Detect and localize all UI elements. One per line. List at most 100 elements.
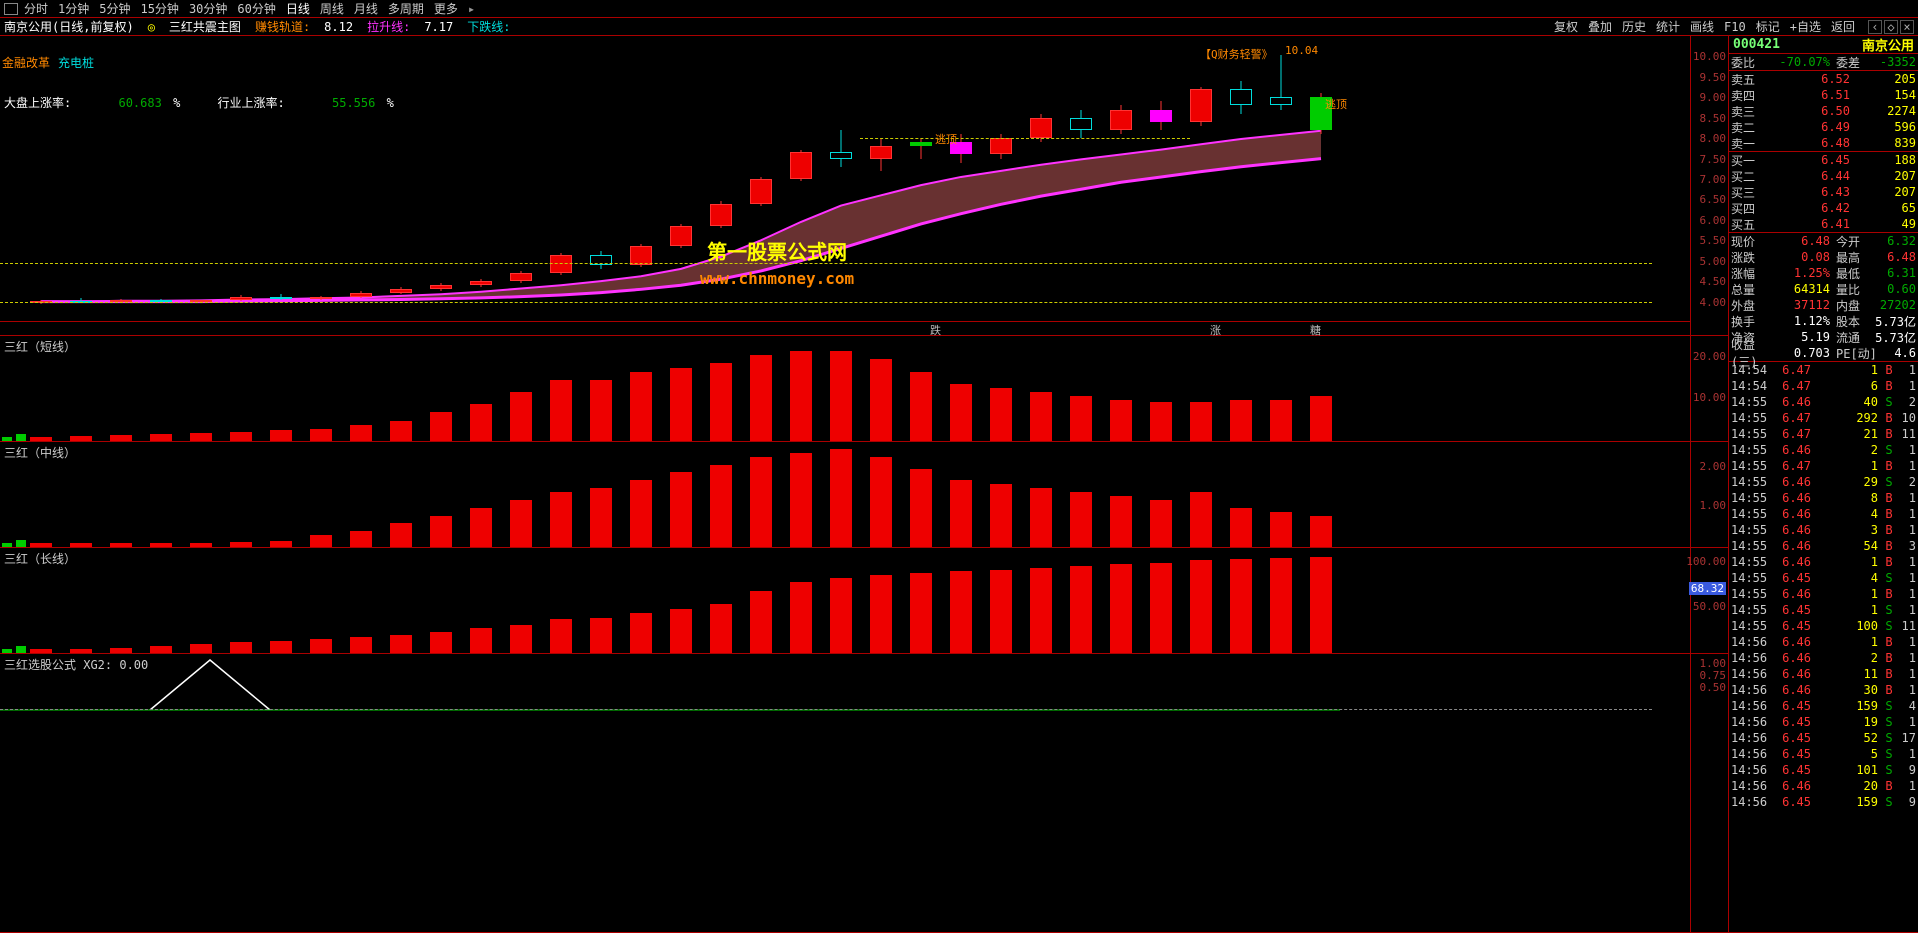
timeframe-周线[interactable]: 周线	[320, 2, 344, 16]
tick-qty: 19	[1811, 715, 1882, 729]
stat-row: 涨幅 1.25% 最低 6.31	[1729, 265, 1918, 281]
tick-price: 6.45	[1771, 747, 1811, 761]
info-seg: ◎	[148, 20, 155, 34]
timeframe-月线[interactable]: 月线	[354, 2, 378, 16]
level-qty: 2274	[1856, 104, 1916, 118]
tick-count: 1	[1896, 379, 1916, 393]
tick-count: 2	[1896, 395, 1916, 409]
indicator-short-pane[interactable]: 三红（短线） 20.0010.00	[0, 336, 1728, 442]
tick-row: 14:55 6.46 4 B 1	[1729, 506, 1918, 522]
toolbar-画线[interactable]: 画线	[1690, 20, 1714, 34]
tick-qty: 11	[1811, 667, 1882, 681]
level-label: 卖三	[1731, 103, 1765, 120]
indicator-bar	[190, 644, 212, 653]
chart-mode-icon[interactable]	[4, 3, 18, 15]
watermark: 第一股票公式网 www.chnmoney.com	[700, 236, 854, 288]
stat-value2: 6.31	[1866, 266, 1916, 280]
indicator-long-pane[interactable]: 三红（长线） 100.0050.0068.32	[0, 548, 1728, 654]
toolbar-F10[interactable]: F10	[1724, 20, 1746, 34]
tick-qty: 101	[1811, 763, 1882, 777]
toolbar-+自选[interactable]: +自选	[1790, 20, 1821, 34]
toolbar-叠加[interactable]: 叠加	[1588, 20, 1612, 34]
indicator-bar	[1110, 400, 1132, 441]
tick-count: 9	[1896, 763, 1916, 777]
tick-count: 2	[1896, 475, 1916, 489]
timeframe-更多[interactable]: 更多	[434, 2, 458, 16]
toolbar-复权[interactable]: 复权	[1554, 20, 1578, 34]
timeframe-15分钟[interactable]: 15分钟	[140, 2, 178, 16]
weibi-value: -70.07%	[1765, 55, 1836, 69]
tick-qty: 30	[1811, 683, 1882, 697]
tick-time: 14:54	[1731, 379, 1771, 393]
tick-row: 14:56 6.45 159 S 9	[1729, 794, 1918, 810]
indicator-bar	[630, 480, 652, 547]
indicator-bar	[350, 637, 372, 653]
stat-value: 37112	[1765, 298, 1836, 312]
tick-price: 6.46	[1771, 491, 1811, 505]
toolbar-统计[interactable]: 统计	[1656, 20, 1680, 34]
stock-header[interactable]: 000421 南京公用	[1729, 36, 1918, 54]
indicator-bar	[16, 540, 26, 547]
level-label: 买二	[1731, 168, 1765, 185]
indicator-bar	[150, 434, 172, 441]
stat-label2: 量比	[1836, 281, 1866, 298]
indicator-bar	[990, 484, 1012, 547]
info-seg: 赚钱轨道:	[255, 20, 310, 34]
info-seg: 7.17	[424, 20, 453, 34]
indicator-bar	[1030, 392, 1052, 441]
indicator-bar	[270, 430, 292, 441]
tag[interactable]: 金融改革	[2, 56, 50, 70]
axis-tick: 2.00	[1700, 460, 1727, 473]
tick-price: 6.46	[1771, 683, 1811, 697]
timeframe-分时[interactable]: 分时	[24, 2, 48, 16]
tick-qty: 159	[1811, 795, 1882, 809]
indicator-bar	[710, 465, 732, 547]
tag[interactable]: 充电桩	[58, 56, 94, 70]
timeframe-30分钟[interactable]: 30分钟	[189, 2, 227, 16]
timeframe-多周期[interactable]: 多周期	[388, 2, 424, 16]
candle	[230, 36, 252, 335]
timeframe-60分钟[interactable]: 60分钟	[237, 2, 275, 16]
indicator-bar	[590, 380, 612, 441]
indicator-bar	[350, 425, 372, 441]
weicha-value: -3352	[1866, 55, 1916, 69]
indicator-bar	[830, 578, 852, 653]
toolbar-返回[interactable]: 返回	[1831, 20, 1855, 34]
axis-tick: 7.00	[1700, 173, 1727, 186]
indicator-bar	[1110, 564, 1132, 653]
tick-row: 14:55 6.46 3 B 1	[1729, 522, 1918, 538]
collapse-icon[interactable]: ‹	[1868, 20, 1882, 34]
timeframe-1分钟[interactable]: 1分钟	[58, 2, 89, 16]
main-candle-pane[interactable]: 金融改革充电桩 大盘上涨率: 60.683 % 行业上涨率: 55.556 %	[0, 36, 1728, 336]
tick-time: 14:56	[1731, 651, 1771, 665]
toolbar-历史[interactable]: 历史	[1622, 20, 1646, 34]
timeframe-日线[interactable]: 日线	[286, 2, 310, 16]
indicator-bar	[430, 516, 452, 547]
candle	[430, 36, 452, 335]
indicator-bar	[70, 649, 92, 653]
more-arrow[interactable]: ▸	[468, 2, 475, 16]
tick-tape[interactable]: 14:54 6.47 1 B 1 14:54 6.47 6 B 1 14:55 …	[1729, 362, 1918, 933]
chart-info-bar: 南京公用(日线,前复权)◎三红共震主图赚钱轨道:8.12拉升线:7.17下跌线:…	[0, 18, 1918, 36]
indicator-bar	[2, 437, 12, 441]
indicator-bar	[1070, 566, 1092, 653]
timeframe-5分钟[interactable]: 5分钟	[99, 2, 130, 16]
stat-label: 现价	[1731, 233, 1765, 250]
close-icon[interactable]: ×	[1900, 20, 1914, 34]
indicator-select-pane[interactable]: 三红选股公式 XG2: 0.00 1.000.750.50	[0, 654, 1728, 933]
tick-row: 14:56 6.46 11 B 1	[1729, 666, 1918, 682]
tick-time: 14:55	[1731, 619, 1771, 633]
indicator-bar	[230, 542, 252, 547]
indicator-long-title: 三红（长线）	[4, 550, 76, 567]
level-qty: 188	[1856, 153, 1916, 167]
indicator-mid-pane[interactable]: 三红（中线） 2.001.00	[0, 442, 1728, 548]
tick-price: 6.47	[1771, 363, 1811, 377]
info-seg: 南京公用(日线,前复权)	[4, 20, 134, 34]
tick-dir: S	[1882, 731, 1896, 745]
indicator-bar	[1190, 560, 1212, 653]
indicator-bar	[16, 434, 26, 441]
toolbar-标记[interactable]: 标记	[1756, 20, 1780, 34]
tick-qty: 6	[1811, 379, 1882, 393]
tick-time: 14:55	[1731, 555, 1771, 569]
settings-icon[interactable]: ◇	[1884, 20, 1898, 34]
